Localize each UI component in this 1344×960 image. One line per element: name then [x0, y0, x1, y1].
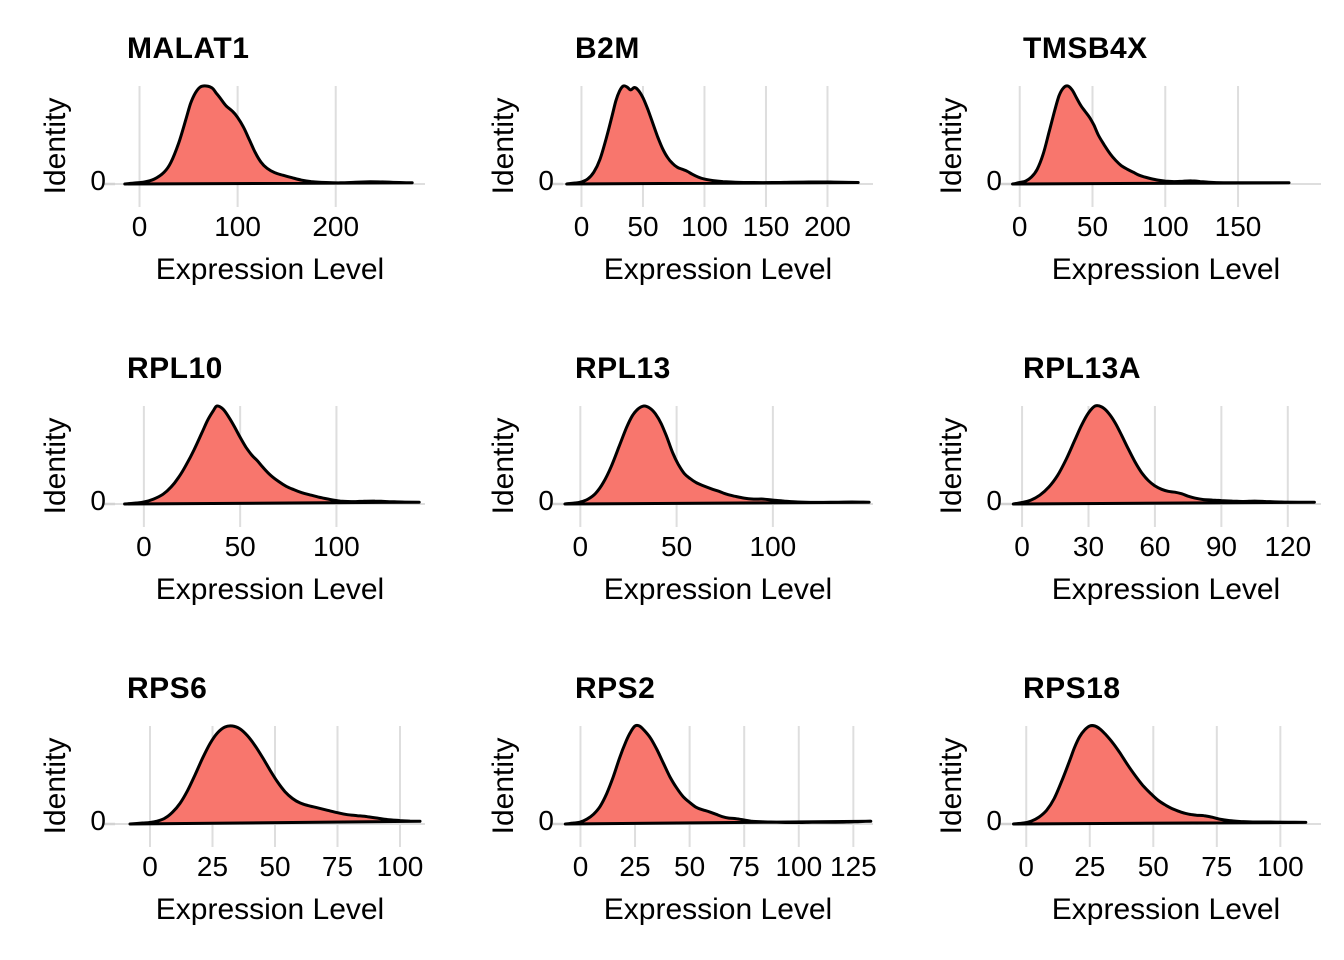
- density-plot: [550, 404, 873, 527]
- density-plot: [550, 723, 873, 847]
- ridge-panel: TMSB4X Identity 0 0 50 100 150 Expression Level: [896, 0, 1344, 320]
- y-tick-label: 0: [90, 165, 106, 196]
- x-tick-label: 200: [804, 211, 851, 242]
- x-tick-label: 25: [619, 851, 651, 882]
- x-tick-label: 50: [1076, 211, 1109, 242]
- x-tick-label: 100: [1256, 851, 1304, 882]
- x-tick-label: 200: [312, 211, 360, 242]
- panel-title: RPS2: [575, 672, 656, 705]
- x-axis-title: Expression Level: [603, 573, 833, 606]
- density-plot: [998, 404, 1321, 527]
- y-tick-label: 0: [986, 165, 1002, 196]
- density-curve: [563, 723, 873, 826]
- density-plot: [998, 84, 1321, 207]
- x-tick-label: 0: [1014, 531, 1030, 562]
- x-tick-label: 100: [749, 531, 797, 562]
- density-curve: [123, 404, 421, 506]
- x-tick-label: 60: [1139, 531, 1171, 562]
- x-tick-label: 100: [775, 851, 823, 882]
- x-tick-label: 0: [1011, 211, 1028, 242]
- y-tick-label: 0: [538, 165, 554, 196]
- x-tick-label: 25: [196, 851, 229, 882]
- x-axis-title: Expression Level: [1051, 253, 1281, 286]
- density-curve: [128, 724, 422, 826]
- x-axis-title: Expression Level: [155, 573, 385, 606]
- panel-title: B2M: [575, 32, 640, 65]
- x-tick-label: 0: [573, 211, 590, 242]
- density-curve: [123, 84, 414, 186]
- ridge-panel: RPS6 Identity 0 0 25 50 75 100 Expression Level: [0, 640, 448, 960]
- ridge-panel: RPS18 Identity 0 0 25 50 75 100 Expression Level: [896, 640, 1344, 960]
- x-tick-label: 150: [742, 211, 790, 242]
- panel-title: RPL10: [127, 352, 223, 385]
- ridge-panel: MALAT1 Identity 0 0 100 200 Expression Level: [0, 0, 448, 320]
- ridge-panel: RPL10 Identity 0 0 50 100 Expression Level: [0, 320, 448, 640]
- x-tick-label: 30: [1072, 531, 1105, 562]
- x-tick-label: 50: [627, 211, 659, 242]
- x-tick-label: 0: [131, 211, 148, 242]
- density-curve: [1012, 724, 1308, 826]
- x-tick-label: 0: [572, 851, 589, 882]
- x-tick-label: 100: [313, 531, 360, 562]
- x-tick-label: 100: [376, 851, 424, 882]
- x-tick-label: 0: [572, 531, 589, 562]
- x-tick-label: 75: [321, 851, 354, 882]
- y-tick-label: 0: [90, 805, 106, 836]
- density-curve: [565, 84, 860, 186]
- x-tick-label: 100: [681, 211, 728, 242]
- y-tick-label: 0: [90, 485, 106, 516]
- density-plot: [102, 404, 425, 527]
- x-tick-label: 50: [259, 851, 291, 882]
- ridge-panel: RPL13A Identity 0 0 30 60 90 120 Expression Leve…: [896, 320, 1344, 640]
- x-tick-label: 0: [142, 851, 158, 882]
- panel-title: MALAT1: [127, 32, 250, 65]
- x-tick-label: 50: [1137, 851, 1169, 882]
- x-axis-title: Expression Level: [603, 893, 833, 926]
- x-axis-title: Expression Level: [603, 253, 833, 286]
- x-tick-label: 50: [674, 851, 706, 882]
- density-plot: [102, 84, 425, 207]
- panel-title: RPS6: [127, 672, 208, 705]
- y-tick-label: 0: [538, 485, 554, 516]
- density-curve: [1011, 404, 1316, 506]
- panel-title: RPL13A: [1023, 352, 1142, 385]
- x-tick-label: 100: [214, 211, 261, 242]
- ridge-panel: RPL13 Identity 0 0 50 100 Expression Level: [448, 320, 896, 640]
- x-tick-label: 90: [1205, 531, 1237, 562]
- density-curve: [1011, 84, 1291, 186]
- y-tick-label: 0: [986, 805, 1002, 836]
- density-plot: [102, 724, 425, 847]
- density-plot: [550, 84, 873, 207]
- x-tick-label: 100: [1141, 211, 1189, 242]
- panel-title: TMSB4X: [1023, 32, 1148, 65]
- x-axis-title: Expression Level: [1051, 573, 1281, 606]
- x-tick-label: 0: [1018, 851, 1034, 882]
- density-curve: [563, 404, 871, 506]
- density-plot: [998, 724, 1321, 847]
- x-tick-label: 50: [224, 531, 256, 562]
- x-tick-label: 150: [1214, 211, 1262, 242]
- ridge-panel: B2M Identity 0 0 50 100 150 200 Expression Level: [448, 0, 896, 320]
- x-tick-label: 75: [1201, 851, 1233, 882]
- panel-title: RPL13: [575, 352, 671, 385]
- y-tick-label: 0: [538, 805, 554, 836]
- x-tick-label: 125: [830, 851, 877, 882]
- x-tick-label: 120: [1264, 531, 1312, 562]
- x-axis-title: Expression Level: [1051, 893, 1281, 926]
- x-tick-label: 75: [728, 851, 760, 882]
- y-tick-label: 0: [986, 485, 1002, 516]
- x-tick-label: 0: [136, 531, 152, 562]
- x-axis-title: Expression Level: [155, 253, 385, 286]
- x-tick-label: 25: [1074, 851, 1106, 882]
- ridge-panel: RPS2 Identity 0 0 25 50 75 100 125 Expression Lev…: [448, 640, 896, 960]
- panel-title: RPS18: [1023, 672, 1121, 705]
- x-tick-label: 50: [661, 531, 693, 562]
- x-axis-title: Expression Level: [155, 893, 385, 926]
